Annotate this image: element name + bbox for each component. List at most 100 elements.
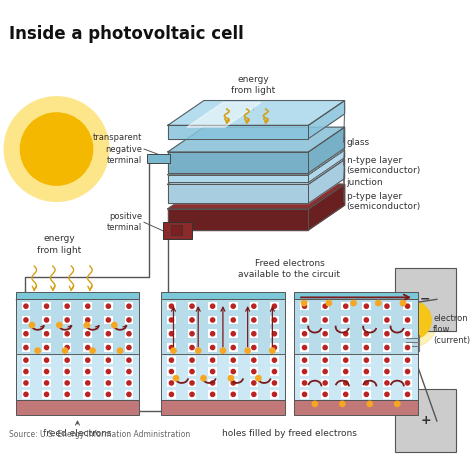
Circle shape (65, 304, 69, 308)
Circle shape (385, 304, 389, 308)
FancyBboxPatch shape (300, 390, 309, 399)
Circle shape (387, 298, 437, 347)
Circle shape (106, 304, 110, 308)
Circle shape (65, 369, 69, 374)
Circle shape (385, 392, 389, 396)
FancyBboxPatch shape (63, 302, 72, 310)
Circle shape (302, 392, 307, 396)
FancyBboxPatch shape (229, 302, 237, 310)
Circle shape (231, 381, 235, 385)
Circle shape (106, 392, 110, 396)
Circle shape (252, 392, 256, 396)
Circle shape (302, 304, 307, 308)
FancyBboxPatch shape (42, 316, 51, 324)
Circle shape (127, 392, 131, 396)
Circle shape (364, 318, 368, 322)
Circle shape (127, 332, 131, 336)
FancyBboxPatch shape (188, 343, 196, 352)
FancyBboxPatch shape (300, 379, 309, 387)
Circle shape (169, 332, 173, 336)
Circle shape (169, 345, 173, 349)
FancyBboxPatch shape (229, 390, 237, 399)
Circle shape (24, 369, 28, 374)
Circle shape (196, 348, 201, 353)
Circle shape (344, 358, 348, 362)
Text: glass: glass (346, 138, 370, 147)
Circle shape (45, 345, 49, 349)
Circle shape (127, 318, 131, 322)
Circle shape (210, 332, 215, 336)
FancyBboxPatch shape (403, 379, 412, 387)
Circle shape (220, 348, 226, 353)
FancyBboxPatch shape (161, 354, 285, 400)
FancyBboxPatch shape (294, 292, 418, 299)
Circle shape (210, 345, 215, 349)
FancyBboxPatch shape (125, 367, 133, 376)
Circle shape (169, 369, 173, 374)
Circle shape (302, 318, 307, 322)
FancyBboxPatch shape (104, 379, 113, 387)
Circle shape (273, 358, 276, 362)
FancyBboxPatch shape (229, 343, 237, 352)
FancyBboxPatch shape (229, 379, 237, 387)
Text: n-type layer
(semiconductor): n-type layer (semiconductor) (346, 156, 421, 175)
Polygon shape (168, 209, 309, 230)
Circle shape (302, 369, 307, 374)
FancyBboxPatch shape (249, 329, 258, 338)
FancyBboxPatch shape (188, 316, 196, 324)
Circle shape (65, 358, 69, 362)
FancyBboxPatch shape (362, 379, 371, 387)
Circle shape (86, 318, 90, 322)
FancyBboxPatch shape (341, 302, 350, 310)
Circle shape (106, 358, 110, 362)
Circle shape (57, 323, 62, 328)
Circle shape (231, 358, 235, 362)
FancyBboxPatch shape (249, 356, 258, 364)
Circle shape (86, 304, 90, 308)
FancyBboxPatch shape (383, 302, 391, 310)
Circle shape (323, 304, 327, 308)
FancyBboxPatch shape (300, 316, 309, 324)
FancyBboxPatch shape (383, 379, 391, 387)
Text: electron
flow
(current): electron flow (current) (433, 314, 470, 345)
FancyBboxPatch shape (341, 316, 350, 324)
FancyBboxPatch shape (22, 367, 30, 376)
FancyBboxPatch shape (104, 343, 113, 352)
Circle shape (273, 345, 276, 349)
Circle shape (385, 345, 389, 349)
FancyBboxPatch shape (270, 329, 279, 338)
Circle shape (86, 358, 90, 362)
Circle shape (252, 381, 256, 385)
Circle shape (63, 348, 68, 353)
Circle shape (401, 300, 406, 306)
Circle shape (210, 369, 215, 374)
Circle shape (273, 369, 276, 374)
FancyBboxPatch shape (362, 390, 371, 399)
Polygon shape (168, 127, 345, 152)
Circle shape (190, 318, 194, 322)
Circle shape (351, 300, 356, 306)
Circle shape (385, 358, 389, 362)
FancyBboxPatch shape (383, 316, 391, 324)
FancyBboxPatch shape (163, 222, 191, 239)
Circle shape (364, 332, 368, 336)
FancyBboxPatch shape (42, 343, 51, 352)
Circle shape (65, 381, 69, 385)
Circle shape (252, 358, 256, 362)
FancyBboxPatch shape (63, 343, 72, 352)
FancyBboxPatch shape (362, 356, 371, 364)
FancyBboxPatch shape (22, 302, 30, 310)
FancyBboxPatch shape (383, 329, 391, 338)
FancyBboxPatch shape (362, 343, 371, 352)
Circle shape (364, 358, 368, 362)
Circle shape (405, 345, 410, 349)
Polygon shape (168, 160, 345, 184)
FancyBboxPatch shape (362, 367, 371, 376)
Circle shape (245, 348, 250, 353)
Circle shape (106, 381, 110, 385)
Polygon shape (187, 102, 261, 127)
Circle shape (24, 381, 28, 385)
FancyBboxPatch shape (167, 316, 176, 324)
FancyBboxPatch shape (188, 356, 196, 364)
Circle shape (323, 318, 327, 322)
